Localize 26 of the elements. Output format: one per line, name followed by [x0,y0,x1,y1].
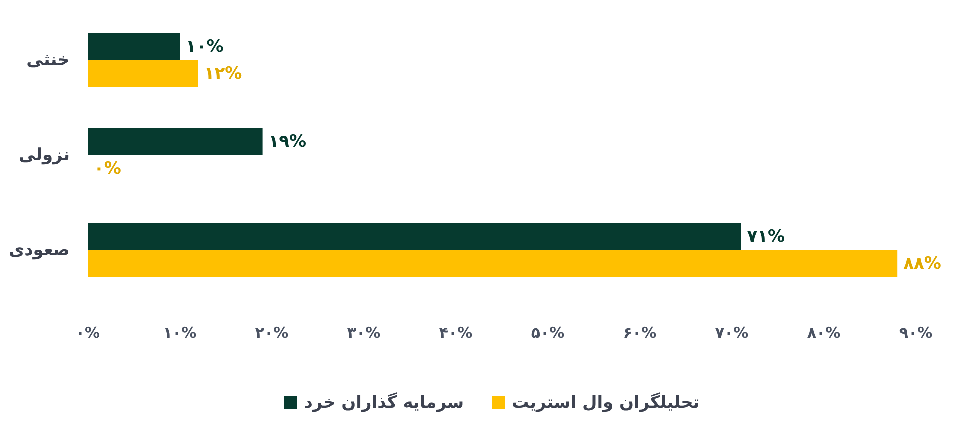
x-tick-label: ۶۰% [623,324,657,342]
data-label: ۱۲% [204,64,242,84]
legend-label: تحلیلگران وال استریت [512,392,700,413]
x-tick-label: ۱۰% [163,324,197,342]
data-label: ۷۱% [747,227,785,247]
data-label: ۱۰% [186,37,224,57]
bar [88,128,263,156]
x-tick-label: ۵۰% [531,324,565,342]
x-tick-label: ۸۰% [807,324,841,342]
legend-label: سرمایه گذاران خرد [304,392,464,413]
x-tick-label: ۰% [76,324,100,342]
bar [88,34,180,60]
y-tick-label: خنثی [26,50,70,70]
data-label: ۰% [94,159,122,179]
x-tick-label: ۲۰% [255,324,289,342]
x-tick-label: ۴۰% [439,324,473,342]
x-tick-label: ۹۰% [899,324,933,342]
data-label: ۸۸% [904,254,942,274]
x-tick-label: ۳۰% [347,324,381,342]
bar [88,60,198,88]
y-tick-label: نزولی [18,146,70,166]
bar [88,250,898,278]
y-tick-label: صعودی [9,240,70,260]
x-tick-label: ۷۰% [715,324,749,342]
data-label: ۱۹% [268,132,307,152]
bar [88,224,742,250]
